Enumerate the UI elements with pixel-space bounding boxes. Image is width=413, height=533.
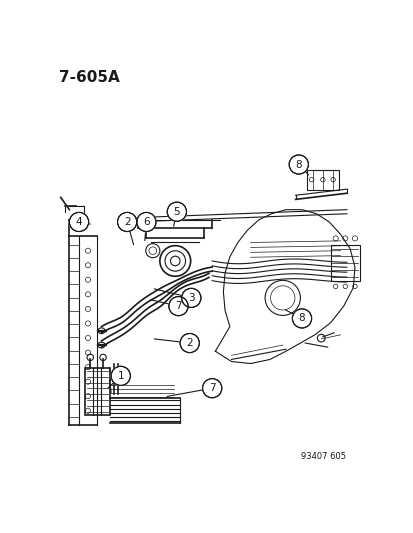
Circle shape [202,378,221,398]
Circle shape [167,202,186,221]
Text: 2: 2 [186,338,192,348]
Circle shape [136,213,156,231]
Circle shape [292,309,311,328]
Text: 2: 2 [123,217,130,227]
Text: 6: 6 [143,217,150,227]
Text: 3: 3 [188,293,194,303]
Circle shape [180,334,199,353]
Circle shape [111,366,130,385]
Circle shape [117,213,136,231]
Circle shape [288,155,308,174]
Text: 8: 8 [298,313,305,324]
Text: 7: 7 [208,383,215,393]
Bar [85,368,109,415]
Bar [330,245,359,281]
Circle shape [69,213,88,231]
Text: 7: 7 [175,301,181,311]
Bar [306,170,338,190]
Text: 7-605A: 7-605A [59,70,120,85]
Text: 4: 4 [76,217,82,227]
Text: 93407 605: 93407 605 [301,451,345,461]
Text: 5: 5 [173,207,180,217]
Circle shape [169,296,188,316]
Text: 1: 1 [117,371,124,381]
Text: 8: 8 [295,159,301,169]
Circle shape [181,288,200,308]
